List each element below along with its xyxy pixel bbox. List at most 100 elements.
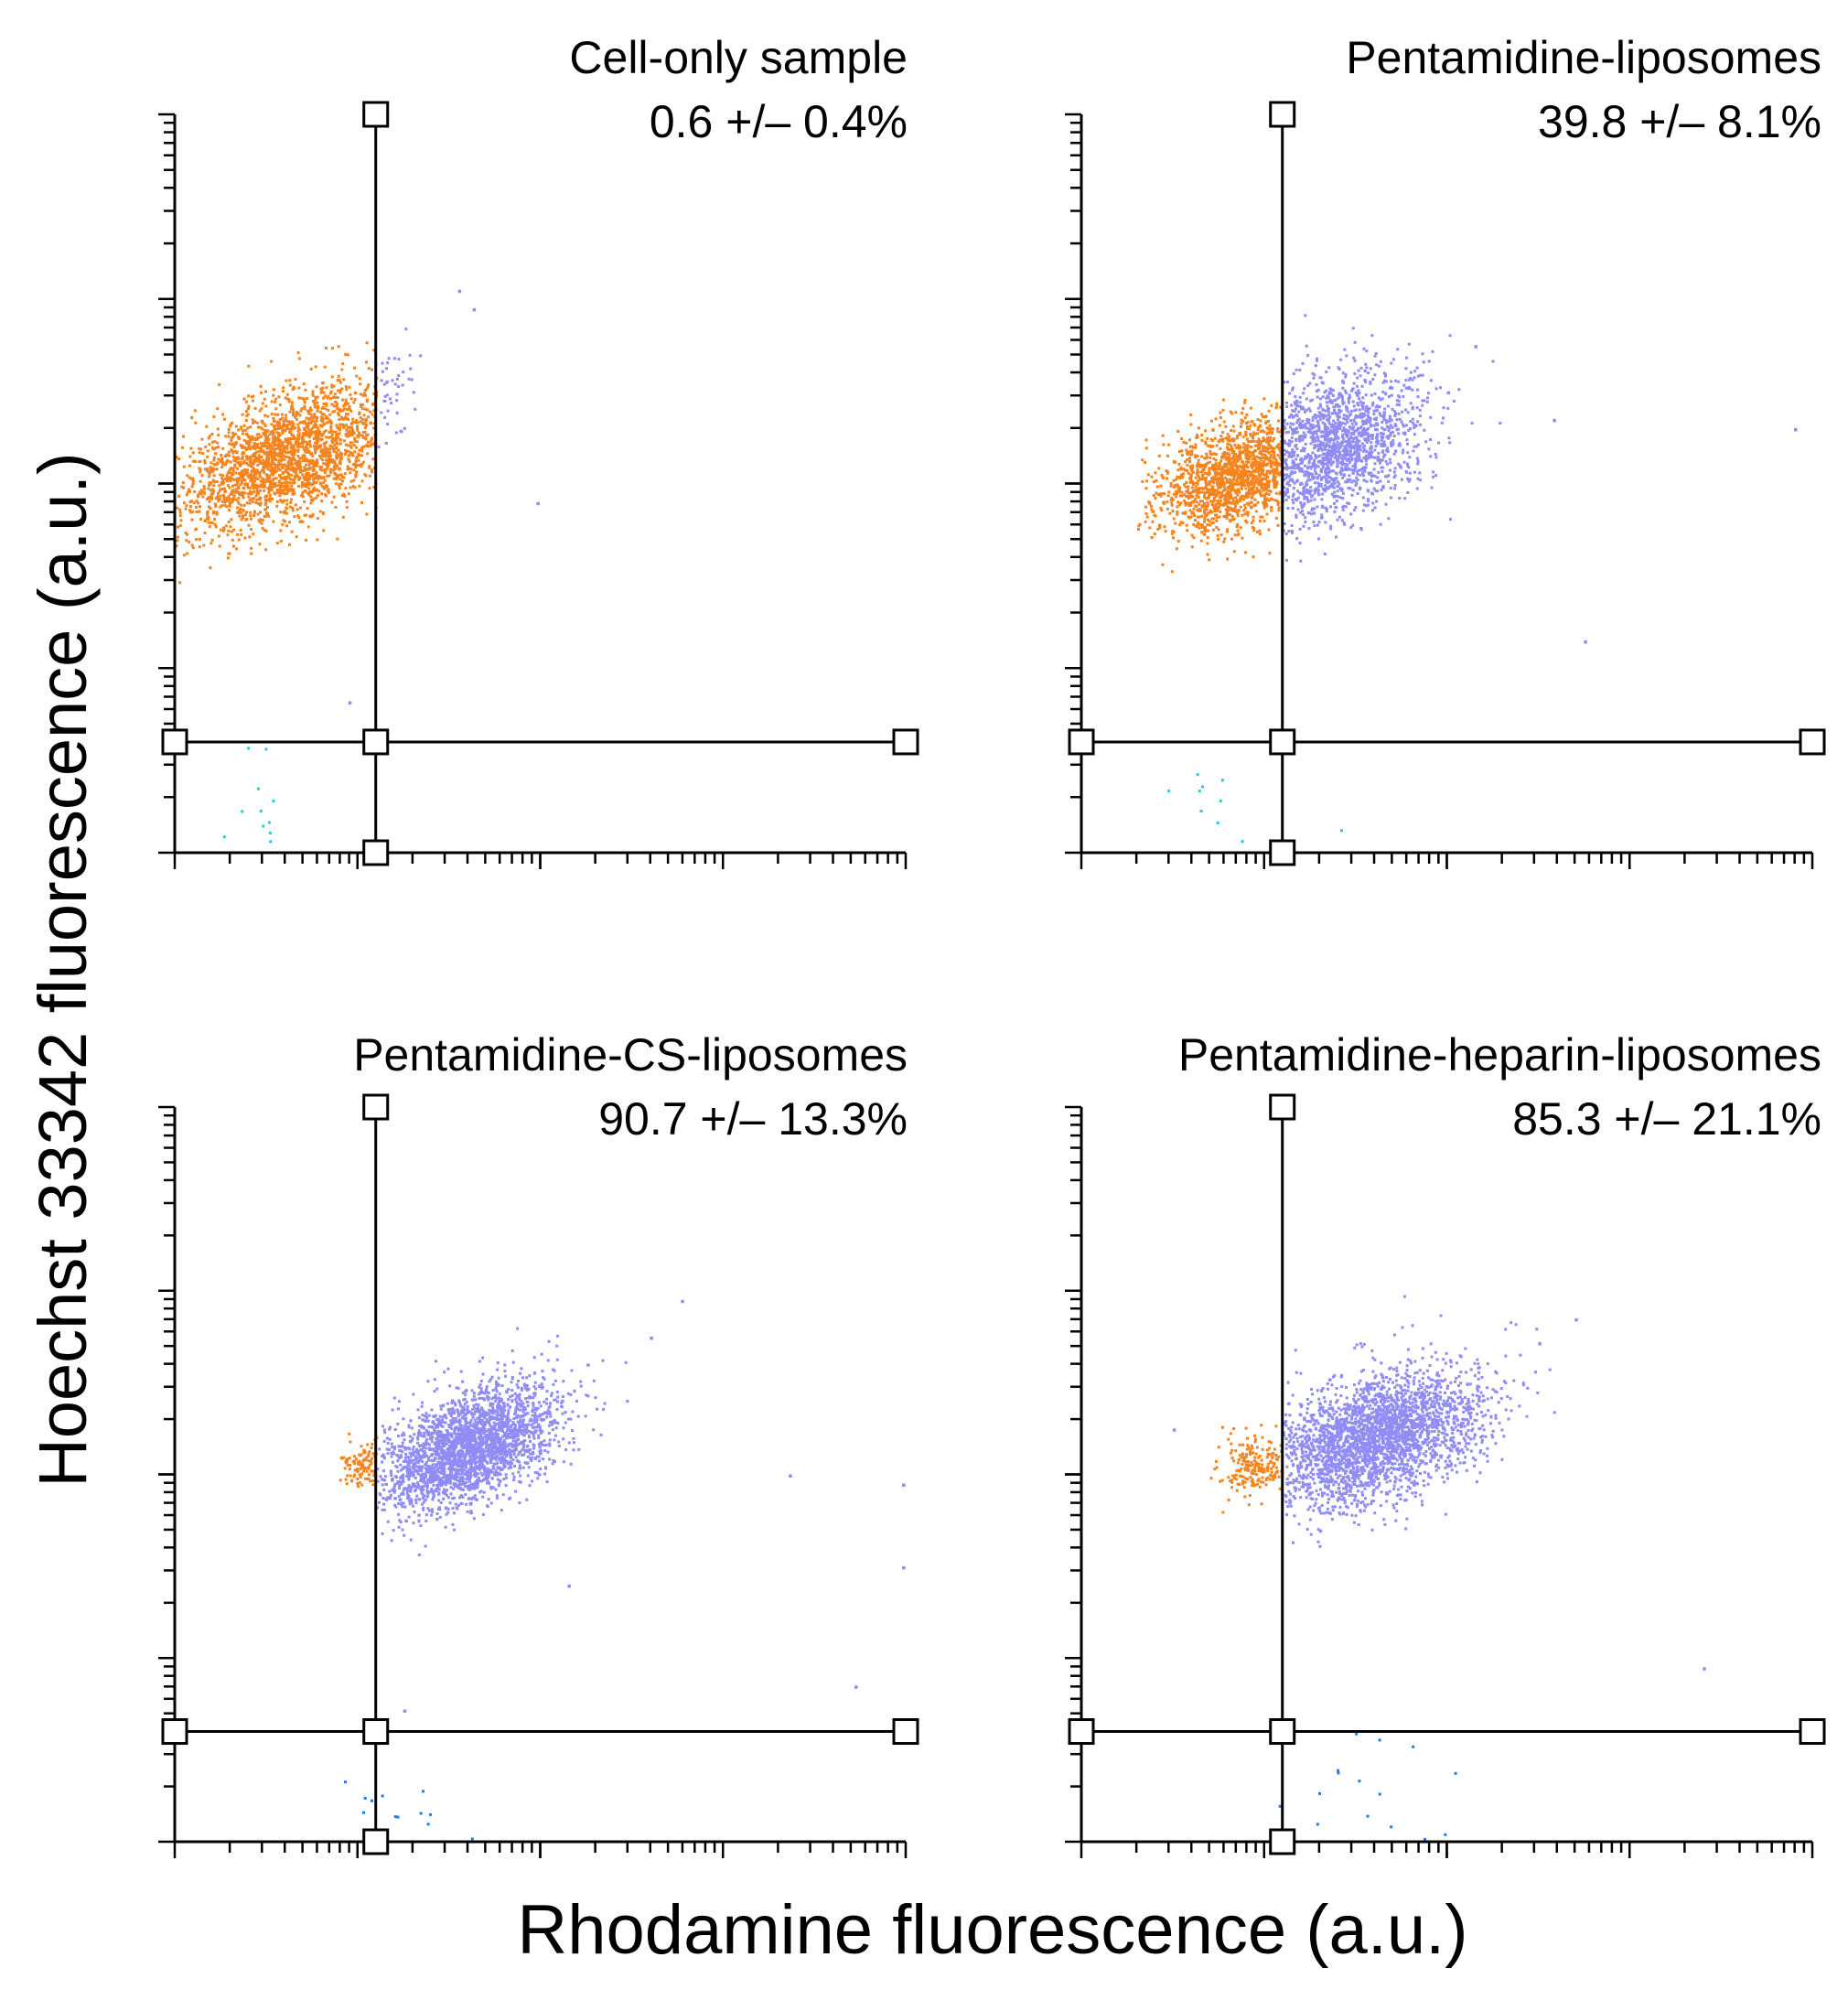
event-dot	[198, 460, 201, 463]
event-dot	[368, 466, 371, 469]
event-dot	[339, 482, 343, 486]
event-dot	[1256, 428, 1260, 432]
event-dot	[1218, 486, 1221, 489]
event-dot	[292, 414, 295, 417]
event-dot	[195, 538, 199, 541]
event-dot	[1298, 395, 1302, 399]
event-dot	[176, 535, 179, 539]
event-dot	[1332, 428, 1336, 432]
event-dot	[265, 506, 269, 509]
event-dot	[285, 502, 289, 506]
gate-handle[interactable]	[892, 728, 919, 756]
event-dot	[1159, 484, 1163, 488]
event-dot	[284, 437, 287, 441]
event-dot	[281, 416, 285, 420]
event-dot	[1199, 465, 1203, 468]
event-dot	[1221, 494, 1225, 498]
event-dot	[1230, 496, 1232, 500]
event-dot	[360, 448, 363, 451]
event-dot	[217, 500, 220, 502]
event-dot	[1334, 421, 1338, 425]
outlier-dot	[536, 501, 541, 506]
event-dot	[1295, 478, 1299, 482]
event-dot	[209, 489, 212, 492]
event-dot	[292, 446, 295, 450]
event-dot	[1223, 537, 1227, 541]
event-dot	[298, 445, 302, 448]
event-dot	[214, 497, 218, 500]
event-dot	[1260, 456, 1263, 459]
event-dot	[1304, 434, 1307, 437]
event-dot	[1349, 435, 1353, 439]
event-dot	[1358, 397, 1360, 401]
event-dot	[1250, 420, 1253, 424]
event-dot	[361, 435, 364, 437]
event-dot	[1325, 432, 1328, 435]
event-dot	[333, 395, 337, 399]
event-dot	[1254, 479, 1258, 483]
event-dot	[199, 470, 202, 474]
event-dot	[1176, 500, 1180, 504]
event-dot	[304, 450, 307, 454]
event-dot	[216, 495, 220, 499]
event-dot	[1251, 496, 1253, 500]
event-dot	[1218, 471, 1221, 475]
event-dot	[252, 462, 255, 466]
event-dot	[240, 472, 242, 475]
event-dot	[295, 508, 299, 511]
event-dot	[194, 421, 198, 425]
event-dot	[372, 442, 376, 446]
event-dot	[1344, 422, 1347, 425]
event-dot	[360, 463, 362, 467]
event-dot	[1301, 435, 1305, 438]
gate-handle[interactable]	[362, 839, 390, 866]
gate-handle[interactable]	[362, 728, 390, 756]
gate-handle[interactable]	[362, 101, 390, 128]
event-dot	[1194, 446, 1198, 449]
event-dot	[242, 472, 246, 476]
event-dot	[224, 463, 228, 467]
event-dot	[281, 454, 285, 457]
event-dot	[1146, 473, 1150, 477]
event-dot	[1181, 476, 1185, 479]
event-dot	[1381, 391, 1385, 393]
event-dot	[1195, 500, 1198, 504]
event-dot	[314, 441, 317, 445]
event-dot	[1263, 446, 1267, 450]
event-dot	[1169, 499, 1173, 502]
event-dot	[337, 374, 340, 378]
event-dot	[1262, 473, 1265, 477]
event-dot	[355, 419, 359, 422]
event-dot	[1356, 455, 1359, 458]
event-dot	[254, 484, 258, 488]
event-dot	[1298, 368, 1302, 371]
event-dot	[1421, 403, 1424, 407]
event-dot	[247, 523, 251, 527]
event-dot	[1167, 443, 1171, 446]
event-dot	[273, 453, 276, 457]
event-dot	[1262, 430, 1266, 434]
quadrant-gate[interactable]	[161, 101, 919, 866]
event-dot	[271, 478, 274, 482]
event-dot	[274, 458, 277, 461]
event-dot	[1413, 376, 1416, 380]
event-dot	[285, 392, 289, 396]
event-dot	[337, 345, 340, 349]
event-dot	[1226, 472, 1230, 476]
event-dot	[292, 457, 295, 460]
event-dot	[268, 497, 272, 500]
event-dot	[383, 400, 387, 403]
event-dot	[1421, 352, 1424, 356]
event-dot	[263, 485, 266, 489]
event-dot	[211, 469, 215, 473]
event-dot	[1379, 414, 1382, 417]
event-dot	[1261, 448, 1264, 452]
event-dot	[1262, 469, 1264, 473]
event-dot	[320, 492, 324, 496]
event-dot	[357, 452, 360, 456]
event-dot	[1262, 500, 1265, 504]
event-dot	[1442, 406, 1445, 410]
event-dot	[317, 426, 320, 430]
gate-handle[interactable]	[161, 728, 188, 756]
